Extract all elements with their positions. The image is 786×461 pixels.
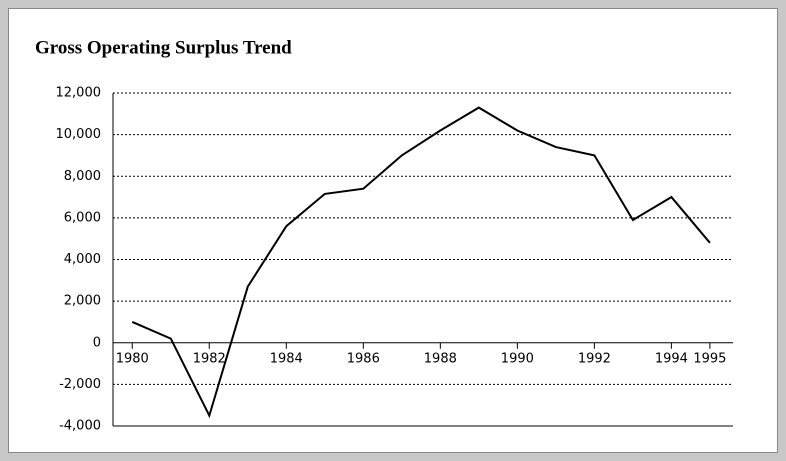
x-tick-label: 1984 [270,351,303,366]
y-tick-label: 6,000 [64,210,101,225]
chart-title: Gross Operating Surplus Trend [35,37,292,58]
y-tick-label: 2,000 [64,294,101,309]
y-tick-label: 10,000 [56,127,102,142]
y-tick-label: 12,000 [56,86,102,101]
line [131,106,711,419]
x-tick-label: 1986 [347,351,380,366]
y-tick-label: -2,000 [59,377,101,392]
x-tick-label: 1992 [578,351,611,366]
x-tick-label: 1980 [116,351,149,366]
x-tick-label: 1994 [655,351,688,366]
x-tick-label: 1988 [424,351,457,366]
y-tick-label: 8,000 [64,169,101,184]
x-tick-label: 1990 [501,351,534,366]
x-tick-label: 1982 [193,351,226,366]
x-tick-label: 1995 [693,351,726,366]
chart: Gross Operating Surplus Trend -4,000 -2,0… [8,8,778,453]
y-tick-label: -4,000 [59,419,101,434]
y-tick-label: 4,000 [64,252,101,267]
y-tick-label: 0 [93,335,101,350]
